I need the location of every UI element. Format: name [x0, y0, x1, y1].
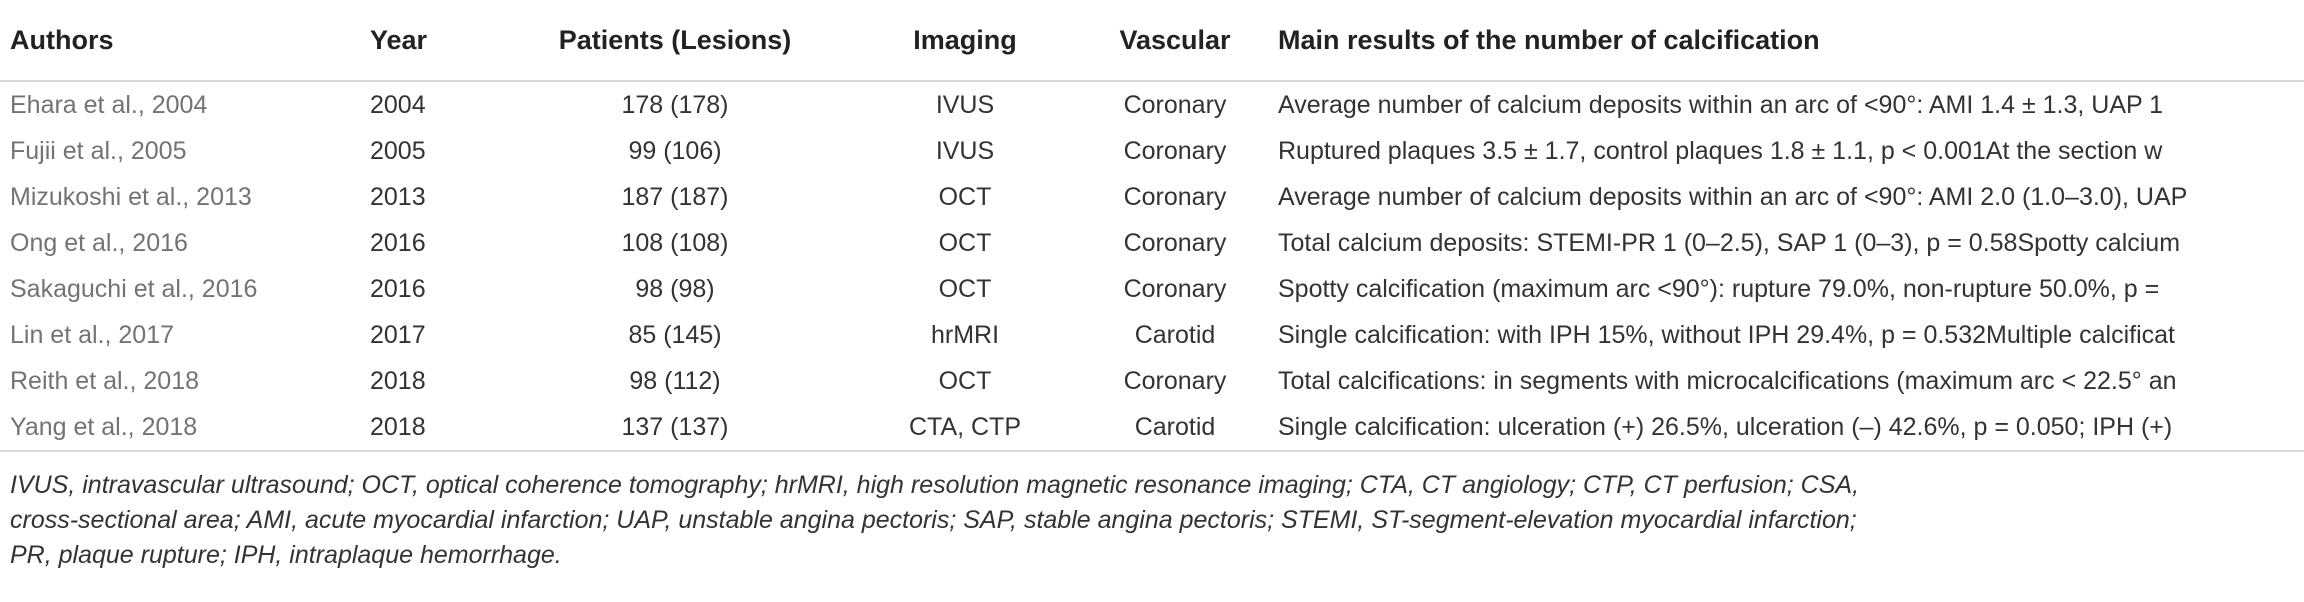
cell-imaging: OCT	[938, 182, 992, 211]
cell-year: 2017	[370, 320, 426, 349]
footnote-line: cross-sectional area; AMI, acute myocard…	[10, 506, 1857, 534]
cell-patients: 137 (137)	[500, 404, 850, 452]
table-header: Authors Year Patients (Lesions) Imaging …	[0, 0, 2304, 82]
table-row: Sakaguchi et al., 2016 2016 98 (98) OCT …	[0, 266, 2304, 312]
cell-patients: 187 (187)	[621, 182, 729, 211]
calcification-table: Authors Year Patients (Lesions) Imaging …	[0, 0, 2304, 452]
table-row: Yang et al., 2018 2018 137 (137) CTA, CT…	[0, 404, 2304, 452]
footnote-line: IVUS, intravascular ultrasound; OCT, opt…	[10, 471, 1860, 499]
cell-imaging: IVUS	[935, 136, 995, 165]
table-row: Ehara et al., 2004 2004 178 (178) IVUS C…	[0, 81, 2304, 128]
cell-authors: Fujii et al., 2005	[10, 136, 187, 165]
cell-vascular: Coronary	[1123, 182, 1227, 211]
cell-authors: Mizukoshi et al., 2013	[10, 182, 252, 211]
cell-imaging: OCT	[938, 366, 992, 395]
table-footnote: IVUS, intravascular ultrasound; OCT, opt…	[0, 452, 2304, 573]
cell-patients: 99 (106)	[628, 136, 722, 165]
cell-results: Total calcifications: in segments with m…	[1278, 366, 2177, 395]
cell-imaging: OCT	[938, 228, 992, 257]
cell-authors: Ehara et al., 2004	[10, 90, 208, 119]
cell-vascular: Carotid	[1080, 404, 1270, 452]
cell-patients: 98 (112)	[629, 366, 721, 395]
header-year: Year	[360, 0, 500, 82]
cell-year: 2016	[370, 228, 426, 257]
table-row: Lin et al., 2017 2017 85 (145) hrMRI Car…	[0, 312, 2304, 358]
table-body: Ehara et al., 2004 2004 178 (178) IVUS C…	[0, 81, 2304, 452]
cell-authors: Reith et al., 2018	[10, 366, 200, 395]
cell-year: 2004	[370, 90, 426, 119]
cell-vascular: Carotid	[1134, 320, 1216, 349]
table-row: Mizukoshi et al., 2013 2013 187 (187) OC…	[0, 174, 2304, 220]
cell-results: Single calcification: ulceration (+) 26.…	[1270, 404, 2304, 452]
cell-results: Average number of calcium deposits withi…	[1278, 90, 2164, 119]
cell-results: Ruptured plaques 3.5 ± 1.7, control plaq…	[1278, 136, 2163, 165]
cell-vascular: Coronary	[1123, 274, 1227, 303]
header-authors: Authors	[0, 0, 360, 82]
table-row: Reith et al., 2018 2018 98 (112) OCT Cor…	[0, 358, 2304, 404]
header-patients: Patients (Lesions)	[500, 0, 850, 82]
cell-imaging: IVUS	[935, 90, 995, 119]
cell-imaging: OCT	[938, 274, 992, 303]
cell-patients: 178 (178)	[621, 90, 729, 119]
header-results: Main results of the number of calcificat…	[1270, 0, 2304, 82]
cell-authors: Ong et al., 2016	[10, 228, 188, 257]
cell-vascular: Coronary	[1123, 136, 1227, 165]
cell-results: Spotty calcification (maximum arc <90°):…	[1278, 274, 2160, 303]
cell-patients: 85 (145)	[628, 320, 722, 349]
cell-authors: Lin et al., 2017	[10, 320, 175, 349]
cell-patients: 108 (108)	[621, 228, 729, 257]
cell-year: 2018	[370, 366, 426, 395]
cell-year: 2005	[370, 136, 426, 165]
cell-results: Total calcium deposits: STEMI-PR 1 (0–2.…	[1278, 228, 2181, 257]
footnote-line: PR, plaque rupture; IPH, intraplaque hem…	[10, 541, 562, 569]
header-vascular: Vascular	[1080, 0, 1270, 82]
cell-results: Average number of calcium deposits withi…	[1278, 182, 2188, 211]
cell-imaging: hrMRI	[930, 320, 1000, 349]
cell-vascular: Coronary	[1123, 366, 1227, 395]
cell-vascular: Coronary	[1123, 90, 1227, 119]
cell-year: 2016	[370, 274, 426, 303]
cell-patients: 98 (98)	[635, 274, 715, 303]
table-row: Fujii et al., 2005 2005 99 (106) IVUS Co…	[0, 128, 2304, 174]
cell-results: Single calcification: with IPH 15%, with…	[1278, 320, 2175, 349]
cell-year: 2018	[360, 404, 500, 452]
cell-year: 2013	[370, 182, 426, 211]
cell-authors: Yang et al., 2018	[0, 404, 360, 452]
table-row: Ong et al., 2016 2016 108 (108) OCT Coro…	[0, 220, 2304, 266]
cell-authors: Sakaguchi et al., 2016	[10, 274, 258, 303]
cell-imaging: CTA, CTP	[850, 404, 1080, 452]
header-imaging: Imaging	[850, 0, 1080, 82]
cell-vascular: Coronary	[1123, 228, 1227, 257]
header-row: Authors Year Patients (Lesions) Imaging …	[0, 0, 2304, 82]
